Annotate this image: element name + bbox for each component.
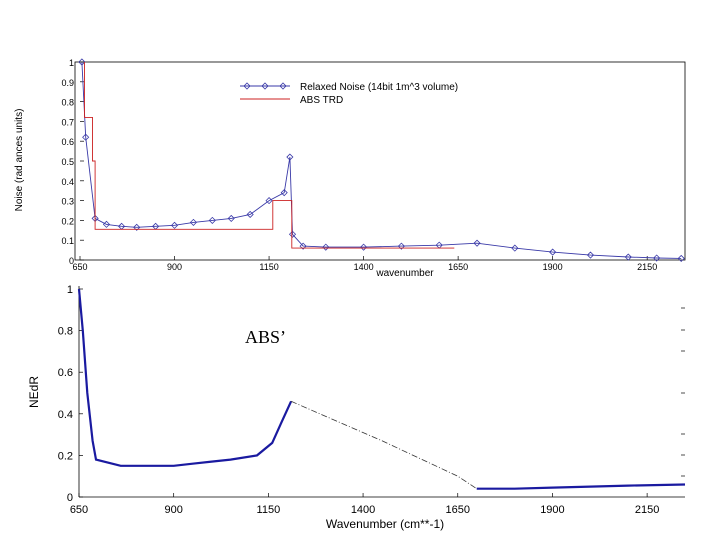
top-y-axis-label: Noise (rad ances units)	[14, 109, 25, 212]
bottom-right-ticks	[681, 307, 685, 477]
top-x-tick-label: 650	[72, 262, 87, 272]
top-data-point	[280, 189, 288, 197]
top-data-point	[152, 222, 160, 230]
bottom-series-line-2	[476, 483, 686, 490]
top-data-point	[227, 214, 235, 222]
top-data-point	[118, 222, 126, 230]
top-series-group	[78, 58, 685, 262]
top-x-tick-label: 1650	[448, 262, 468, 272]
top-data-point	[170, 221, 179, 229]
top-y-axis: 0 0.1 0.2 0.3 0.4 0.5 0.6 0.7 0.8 0.9 1	[61, 58, 84, 266]
bottom-x-axis: 650 900 1150 1400 1650 1900 2150	[70, 493, 659, 516]
top-data-point	[91, 214, 99, 222]
bottom-x-tick-label: 1650	[446, 504, 470, 516]
top-data-point	[102, 220, 111, 228]
top-x-tick-label: 900	[167, 262, 182, 272]
noise-chart-top: 0 0.1 0.2 0.3 0.4 0.5 0.6 0.7 0.8 0.9 1 650 900 1150…	[14, 58, 686, 279]
top-legend: Relaxed Noise (14bit 1m^3 volume) ABS TR…	[240, 82, 458, 106]
top-data-point	[360, 243, 368, 251]
top-x-axis-label: wavenumber	[375, 268, 434, 279]
top-data-point	[511, 244, 519, 252]
bottom-y-axis: 0 0.2 0.4 0.6 0.8 1	[58, 284, 83, 504]
bottom-x-tick-label: 2150	[635, 504, 659, 516]
legend-label-abs-trd: ABS TRD	[300, 95, 343, 106]
top-x-tick-label: 1900	[543, 262, 563, 272]
top-data-point	[624, 253, 632, 261]
top-y-tick-label: 0.1	[61, 236, 74, 246]
bottom-x-tick-label: 650	[70, 504, 88, 516]
legend-marker-relaxed-noise	[243, 82, 287, 90]
bottom-x-axis-label: Wavenumber (cm**-1)	[326, 517, 444, 531]
top-data-point	[473, 239, 481, 247]
top-y-tick-label: 0.6	[61, 137, 74, 147]
top-series-line-1	[84, 62, 455, 249]
top-x-tick-label: 1400	[354, 262, 374, 272]
top-plot-frame	[74, 61, 686, 261]
top-data-point	[653, 254, 661, 262]
top-data-point	[246, 210, 254, 219]
top-data-point	[322, 243, 330, 251]
top-y-tick-label: 0.7	[61, 117, 74, 127]
top-y-tick-label: 0.4	[61, 177, 74, 187]
top-data-point	[677, 254, 685, 262]
top-data-point	[549, 248, 557, 256]
bottom-y-tick-label: 0.6	[58, 367, 73, 379]
top-data-point	[189, 218, 198, 226]
bottom-series-group	[77, 288, 686, 490]
nedr-chart-bottom: 0 0.2 0.4 0.6 0.8 1 650 900 1150 1400 1650 1900 215…	[27, 284, 686, 531]
top-x-tick-label: 2150	[637, 262, 657, 272]
bottom-y-axis-label: NEdR	[27, 376, 41, 408]
bottom-y-tick-label: 0.2	[58, 450, 73, 462]
bottom-x-tick-label: 900	[165, 504, 183, 516]
top-data-point	[435, 241, 443, 249]
top-data-point	[286, 153, 294, 161]
top-x-tick-label: 1150	[259, 262, 278, 272]
bottom-y-tick-label: 1	[67, 284, 73, 296]
top-y-tick-label: 1	[69, 58, 74, 68]
bottom-x-tick-label: 1400	[351, 504, 375, 516]
bottom-y-tick-label: 0	[67, 492, 73, 504]
top-data-point	[82, 133, 90, 141]
top-y-tick-label: 0.8	[61, 98, 74, 108]
top-x-axis: 650 900 1150 1400 1650 1900 2150	[72, 256, 657, 272]
legend-label-relaxed-noise: Relaxed Noise (14bit 1m^3 volume)	[300, 82, 458, 93]
bottom-y-tick-label: 0.4	[58, 409, 73, 421]
bottom-series-line-1	[290, 400, 477, 490]
bottom-x-tick-label: 1900	[540, 504, 564, 516]
abs-prime-annotation: ABS’	[245, 327, 286, 347]
top-series-line-0	[81, 61, 682, 259]
bottom-series-line-0	[77, 288, 293, 467]
top-y-tick-label: 0.2	[61, 216, 74, 226]
top-data-point	[586, 251, 595, 259]
bottom-y-tick-label: 0.8	[58, 326, 73, 338]
top-y-tick-label: 0.9	[61, 78, 74, 88]
top-y-tick-label: 0.3	[61, 197, 74, 207]
top-y-tick-label: 0	[69, 256, 74, 266]
top-y-tick-label: 0.5	[61, 157, 74, 167]
bottom-x-tick-label: 1150	[257, 504, 281, 516]
top-data-point	[265, 197, 273, 205]
top-data-point	[208, 216, 216, 224]
